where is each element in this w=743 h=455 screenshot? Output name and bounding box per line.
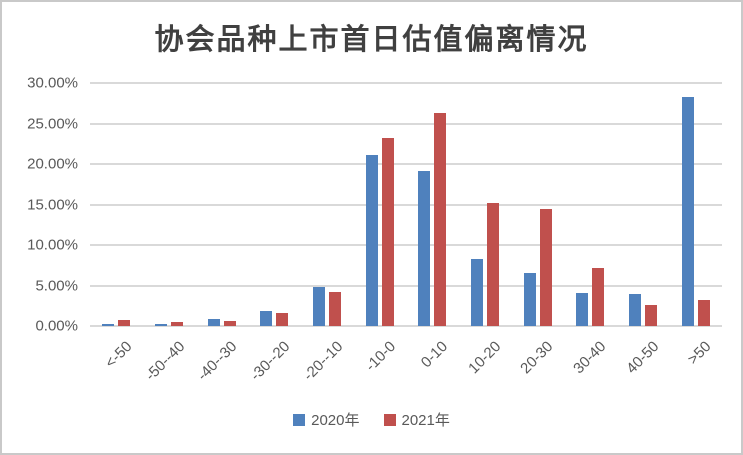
bar-group — [511, 83, 564, 326]
bar-group — [195, 83, 248, 326]
legend-swatch — [383, 413, 396, 426]
legend-item-2021: 2021年 — [383, 409, 450, 430]
gridline — [90, 284, 722, 287]
chart-bar-s1-c3 — [276, 313, 289, 326]
legend-label: 2020年 — [311, 412, 360, 429]
chart-bar-s1-c8 — [539, 208, 552, 326]
chart-bar-s1-c4 — [329, 291, 342, 326]
legend-item-2020: 2020年 — [293, 409, 360, 430]
bar-groups — [90, 83, 722, 326]
x-tick-label: >50 — [684, 338, 715, 369]
y-tick-label: 20.00% — [27, 155, 78, 173]
chart-bar-s1-c10 — [645, 304, 658, 326]
chart-title: 协会品种上市首日估值偏离情况 — [154, 24, 589, 56]
chart-bar-s1-c5 — [381, 138, 394, 326]
bar-group — [459, 83, 512, 326]
chart-bar-s1-c1 — [171, 321, 183, 326]
x-tick-label: -30--20 — [247, 338, 294, 385]
bar-group — [90, 83, 143, 326]
x-tick-label: 30-40 — [570, 338, 610, 378]
y-tick-label: 10.00% — [27, 236, 78, 254]
bar-group — [669, 83, 722, 326]
chart-bar-s1-c6 — [434, 112, 447, 326]
chart-bar-s0-c11 — [681, 96, 694, 326]
x-axis: <-50 -50--40 -40--30 -30--20 -20--10 -10-0 0-1… — [90, 333, 722, 395]
gridline — [90, 163, 722, 166]
chart-bar-s0-c3 — [260, 310, 273, 326]
gridline — [90, 244, 722, 247]
bar-group — [617, 83, 670, 326]
chart-bar-s0-c1 — [155, 323, 167, 326]
x-tick-label: -10-0 — [361, 338, 399, 375]
gridline — [90, 122, 722, 125]
bar-group — [301, 83, 354, 326]
chart-bar-s0-c5 — [365, 155, 378, 326]
y-tick-label: 0.00% — [35, 317, 78, 335]
chart-bar-s0-c2 — [207, 318, 220, 326]
bar-group — [248, 83, 301, 326]
gridline — [90, 203, 722, 206]
chart-bar-s1-c11 — [697, 300, 710, 326]
legend-swatch — [293, 413, 306, 426]
chart-bar-s0-c4 — [313, 287, 326, 326]
x-tick-label: 40-50 — [622, 338, 663, 378]
bar-group — [143, 83, 196, 326]
gridline — [90, 325, 722, 327]
chart-bar-s1-c9 — [592, 267, 605, 326]
y-tick-label: 25.00% — [27, 115, 78, 132]
chart-bar-s0-c9 — [576, 292, 589, 326]
legend-label: 2021年 — [401, 412, 450, 429]
y-tick-label: 30.00% — [27, 74, 78, 92]
bar-group — [406, 83, 459, 326]
chart-bar-s0-c10 — [629, 294, 642, 326]
x-tick-label: 10-20 — [464, 338, 505, 378]
x-tick-label: 0-10 — [418, 338, 452, 372]
x-tick-label: -20--10 — [299, 338, 347, 385]
gridline — [90, 82, 722, 84]
y-tick-label: 15.00% — [27, 196, 78, 213]
bar-group — [353, 83, 406, 326]
bar-group — [564, 83, 617, 326]
y-axis: 0.00% 5.00% 10.00% 15.00% 20.00% 25.00% 30.00% — [2, 75, 78, 335]
chart-bar-s1-c7 — [487, 202, 500, 326]
chart-bar-s0-c8 — [523, 272, 536, 326]
chart-bar-s0-c0 — [102, 323, 115, 326]
chart-bar-s0-c6 — [418, 171, 431, 326]
x-tick-label: 20-30 — [517, 338, 557, 378]
x-tick-label: <-50 — [101, 338, 136, 372]
plot-area — [90, 82, 722, 327]
chart-bar-s1-c2 — [223, 321, 236, 326]
chart-bar-s1-c0 — [118, 320, 131, 326]
x-tick-label: -50--40 — [141, 338, 189, 385]
y-tick-label: 5.00% — [35, 277, 78, 295]
legend: 2020年 2021年 — [2, 409, 741, 430]
chart-bar-s0-c7 — [471, 258, 484, 326]
x-tick-label: -40--30 — [194, 338, 241, 385]
